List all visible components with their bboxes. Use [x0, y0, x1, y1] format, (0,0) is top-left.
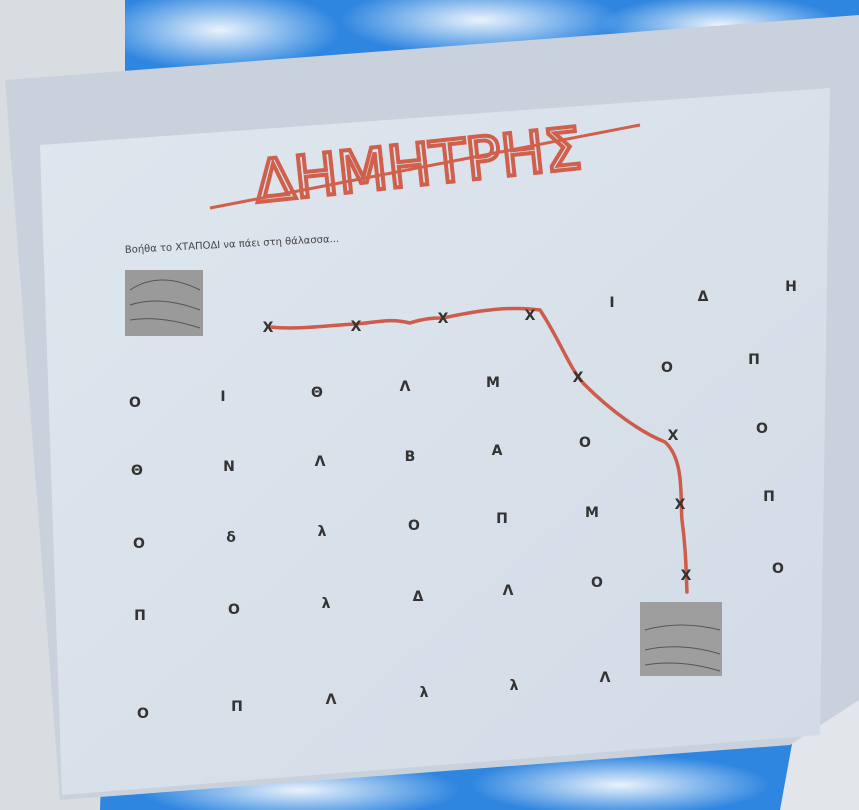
page: ΔΗΜΗΤΡΗΣ Βοήθα το ΧΤΑΠΟΔΙ να πάει στη θά…	[0, 0, 859, 810]
grid-letter: Π	[134, 608, 146, 624]
picture-octopus	[125, 270, 203, 336]
grid-letter: Μ	[486, 375, 500, 391]
grid-letter: Β	[405, 449, 416, 465]
grid-letter: Δ	[698, 289, 709, 305]
grid-letter: λ	[510, 678, 519, 694]
grid-letter: Ι	[609, 295, 614, 311]
grid-letter: Π	[496, 511, 508, 527]
photo: ΔΗΜΗΤΡΗΣ Βοήθα το ΧΤΑΠΟΔΙ να πάει στη θά…	[0, 0, 859, 810]
grid-letter: Π	[763, 489, 775, 505]
grid-letter: Χ	[675, 497, 686, 513]
grid-letter: Π	[748, 352, 760, 368]
grid-letter: Λ	[315, 454, 326, 470]
grid-letter: Ο	[772, 561, 784, 577]
grid-letter: Α	[492, 443, 503, 459]
picture-sea	[640, 602, 722, 676]
grid-letter: Η	[785, 279, 797, 295]
grid-letter: Χ	[438, 311, 449, 327]
grid-letter: Ο	[137, 706, 149, 722]
grid-letter: Λ	[600, 670, 611, 686]
grid-letter: Δ	[413, 589, 424, 605]
grid-letter: Χ	[573, 370, 584, 386]
grid-letter: Χ	[525, 308, 536, 324]
grid-letter: Θ	[131, 463, 143, 479]
grid-letter: Μ	[585, 505, 599, 521]
grid-letter: Ν	[223, 459, 235, 475]
grid-letter: Χ	[263, 320, 274, 336]
grid-letter: λ	[420, 685, 429, 701]
grid-letter: Χ	[668, 428, 679, 444]
grid-letter: Ο	[228, 602, 240, 618]
grid-letter: Ο	[579, 435, 591, 451]
grid-letter: Ο	[129, 395, 141, 411]
grid-letter: Ο	[756, 421, 768, 437]
grid-letter: Λ	[503, 583, 514, 599]
grid-letter: Ο	[133, 536, 145, 552]
grid-letter: Ο	[408, 518, 420, 534]
grid-letter: Ο	[591, 575, 603, 591]
grid-letter: δ	[226, 530, 236, 546]
grid-letter: Π	[231, 699, 243, 715]
grid-letter: Χ	[351, 319, 362, 335]
grid-letter: λ	[322, 596, 331, 612]
grid-letter: Χ	[681, 568, 692, 584]
grid-letter: Ι	[220, 389, 225, 405]
grid-letter: Θ	[311, 385, 323, 401]
grid-letter: Ο	[661, 360, 673, 376]
grid-letter: λ	[318, 524, 327, 540]
grid-letter: Λ	[400, 379, 411, 395]
grid-letter: Λ	[326, 692, 337, 708]
